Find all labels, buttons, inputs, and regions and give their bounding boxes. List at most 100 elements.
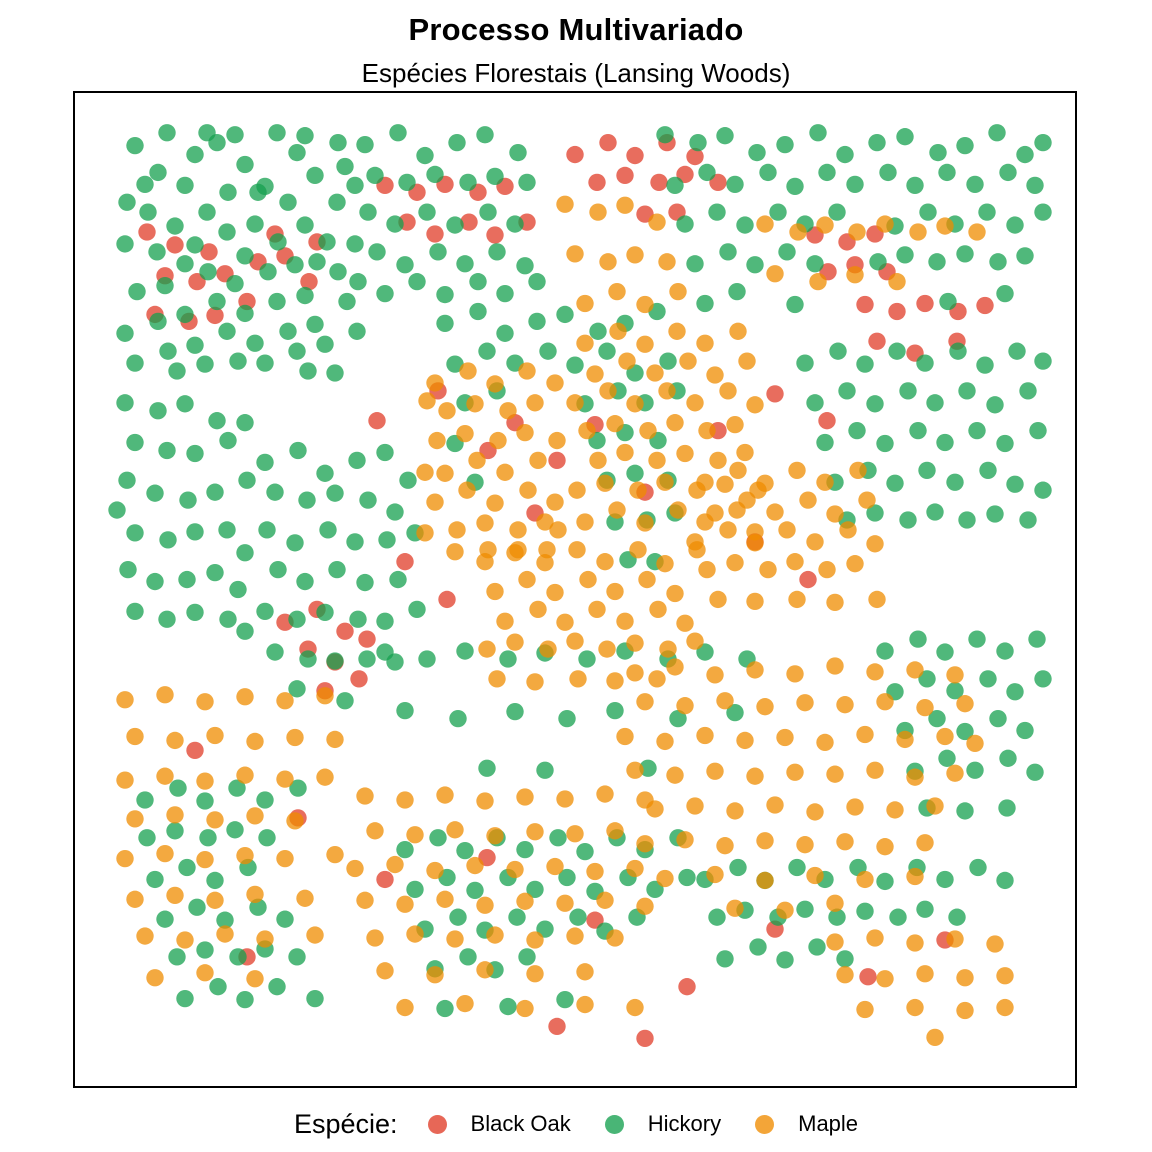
data-point-hickory (488, 243, 506, 261)
data-point-black-oak (818, 412, 836, 430)
data-point-maple (529, 451, 547, 470)
data-point-maple (406, 925, 424, 943)
data-point-maple (876, 838, 894, 856)
data-point-black-oak (799, 570, 817, 589)
data-point-maple (438, 402, 456, 420)
data-point-hickory (328, 561, 346, 579)
data-point-hickory (166, 822, 184, 840)
legend: Espécie: Black Oak Hickory Maple (0, 1100, 1152, 1148)
data-point-maple (489, 431, 507, 450)
data-point-maple (716, 692, 734, 710)
data-point-maple (776, 728, 794, 747)
data-point-hickory (886, 474, 904, 492)
data-point-hickory (509, 143, 527, 162)
data-point-hickory (716, 950, 734, 968)
data-point-hickory (866, 504, 884, 522)
data-point-maple (556, 195, 574, 213)
data-point-maple (866, 761, 884, 779)
data-point-hickory (236, 304, 254, 323)
data-point-hickory (1034, 352, 1052, 370)
data-point-maple (126, 727, 144, 746)
data-point-hickory (499, 997, 517, 1016)
data-point-hickory (986, 396, 1004, 414)
data-point-maple (736, 443, 754, 462)
data-point-hickory (569, 908, 587, 926)
data-point-hickory (918, 670, 936, 688)
data-point-hickory (808, 938, 826, 956)
data-point-maple (719, 521, 737, 539)
data-point-hickory (276, 910, 294, 928)
data-point-hickory (958, 511, 976, 529)
data-point-maple (848, 223, 866, 241)
data-point-hickory (796, 900, 814, 918)
data-point-black-oak (636, 1029, 654, 1047)
data-point-maple (236, 766, 254, 784)
data-point-hickory (146, 484, 164, 502)
data-point-hickory (809, 124, 827, 142)
data-point-hickory (389, 124, 407, 142)
data-point-maple (636, 335, 654, 353)
data-point-hickory (126, 354, 144, 372)
data-point-maple (816, 473, 834, 491)
data-point-maple (826, 657, 844, 675)
data-point-hickory (496, 284, 514, 303)
data-point-maple (428, 431, 446, 450)
data-point-maple (486, 494, 504, 512)
data-point-hickory (268, 124, 286, 142)
data-point-hickory (116, 394, 134, 412)
data-point-hickory (916, 354, 934, 372)
data-point-hickory (889, 908, 907, 926)
data-point-maple (888, 273, 906, 291)
data-point-maple (818, 561, 836, 579)
data-point-black-oak (616, 166, 634, 185)
data-point-hickory (256, 453, 274, 472)
data-point-maple (636, 295, 654, 314)
data-point-hickory (166, 217, 184, 235)
data-point-maple (636, 514, 654, 532)
data-point-maple (618, 352, 636, 370)
data-point-maple (626, 859, 644, 878)
legend-dot-icon (755, 1114, 775, 1134)
data-point-maple (738, 491, 756, 509)
data-point-maple (826, 593, 844, 612)
data-point-hickory (518, 948, 536, 966)
data-point-maple (296, 889, 314, 907)
data-point-black-oak (486, 226, 504, 244)
data-point-maple (599, 253, 617, 271)
data-point-maple (926, 1028, 944, 1046)
data-point-maple (516, 788, 534, 806)
data-point-hickory (726, 175, 744, 193)
data-point-maple (608, 282, 626, 301)
data-point-hickory (416, 146, 434, 165)
data-point-hickory (1026, 176, 1044, 194)
data-point-hickory (626, 464, 644, 482)
data-point-hickory (229, 352, 247, 370)
data-point-hickory (359, 491, 377, 509)
data-point-hickory (236, 155, 254, 174)
data-point-maple (788, 590, 806, 609)
data-point-hickory (268, 978, 286, 996)
data-point-hickory (656, 126, 674, 144)
data-point-maple (556, 894, 574, 912)
data-point-maple (466, 856, 484, 875)
data-point-hickory (678, 868, 696, 887)
data-point-maple (196, 964, 214, 982)
data-point-hickory (989, 709, 1007, 728)
data-point-hickory (928, 253, 946, 271)
data-point-hickory (939, 292, 957, 311)
data-point-maple (418, 392, 436, 410)
data-point-maple (476, 961, 494, 979)
data-point-hickory (306, 315, 324, 334)
data-point-hickory (126, 433, 144, 452)
data-point-hickory (156, 910, 174, 928)
data-point-hickory (669, 709, 687, 728)
data-point-hickory (946, 473, 964, 491)
data-point-maple (516, 999, 534, 1018)
data-point-hickory (418, 203, 436, 221)
data-point-hickory (866, 395, 884, 413)
data-point-hickory (666, 176, 684, 194)
legend-label: Maple (798, 1111, 859, 1136)
data-point-hickory (359, 203, 377, 221)
data-point-maple (639, 421, 657, 440)
data-point-maple (916, 965, 934, 983)
